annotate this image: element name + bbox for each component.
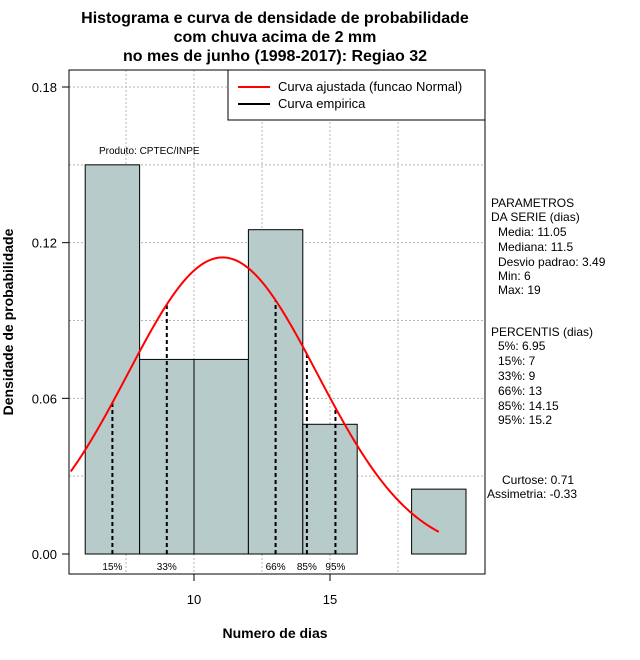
y-axis-label: Densidade de probabilidade [0,228,16,415]
y-tick-label: 0.12 [32,236,57,251]
param-media: Media: 11.05 [498,225,567,239]
percentile-label: 85% [297,562,317,573]
x-tick-label: 15 [323,592,337,607]
legend-label-normal: Curva ajustada (funcao Normal) [278,79,462,94]
percentile-label: 33% [157,562,177,573]
param-desvio: Desvio padrao: 3.49 [498,255,606,269]
histogram-bar [193,358,249,555]
pct-66: 66%: 13 [498,384,542,398]
legend-box [227,69,486,121]
param-header-1: PARAMETROS [491,196,574,210]
percentile-lines: 15% 33% 66% 85% 95% [102,300,346,573]
percentile-label: 66% [266,562,286,573]
percentile-label: 95% [325,562,345,573]
pct-header: PERCENTIS (dias) [491,325,593,339]
side-panel-parameters: PARAMETROS DA SERIE (dias) Media: 11.05 … [491,196,606,297]
legend: Curva ajustada (funcao Normal) Curva emp… [227,69,486,121]
param-mediana: Mediana: 11.5 [498,240,573,254]
legend-label-empirical: Curva empirica [278,96,366,111]
stat-assimetria: Assimetria: -0.33 [487,487,577,501]
histogram-bar [411,488,467,555]
product-annotation: Produto: CPTEC/INPE [99,146,200,157]
side-panel-shape: Curtose: 0.71 Assimetria: -0.33 [487,473,577,501]
x-tick-label: 10 [187,592,201,607]
pct-33: 33%: 9 [498,369,536,383]
percentile-label: 15% [102,562,122,573]
chart-title-line-3: no mes de junho (1998-2017): Regiao 32 [123,48,427,65]
y-tick-label: 0.18 [32,80,57,95]
histogram-bars [84,164,467,555]
side-panel-percentiles: PERCENTIS (dias) 5%: 6.95 15%: 7 33%: 9 … [491,325,593,427]
y-tick-label: 0.06 [32,391,57,406]
chart-title-line-1: Histograma e curva de densidade de proba… [81,10,469,27]
y-tick-label: 0.00 [32,547,57,562]
axes: 10 15 0.00 0.06 0.12 0.18 [32,80,338,607]
pct-5: 5%: 6.95 [498,339,546,353]
x-axis-label: Numero de dias [222,625,327,641]
histogram-bar [302,423,358,555]
pct-15: 15%: 7 [498,354,536,368]
normal-curve-line [69,256,440,533]
pct-95: 95%: 15.2 [498,413,552,427]
stat-curtose: Curtose: 0.71 [502,473,574,487]
chart-title-line-2: com chuva acima de 2 mm [174,29,377,46]
param-min: Min: 6 [498,269,531,283]
param-max: Max: 19 [498,283,541,297]
pct-85: 85%: 14.15 [498,399,559,413]
param-header-2: DA SERIE (dias) [491,210,580,224]
